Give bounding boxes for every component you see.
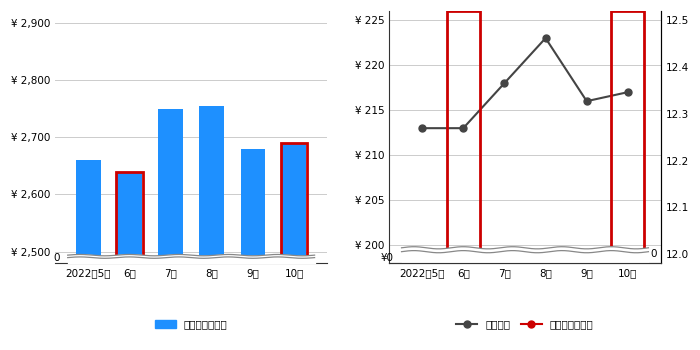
Legend: 平均単価, 買上点数平均値: 平均単価, 買上点数平均値: [452, 315, 598, 334]
Text: 0: 0: [650, 248, 657, 259]
Legend: 購入金額平均値: 購入金額平均値: [150, 315, 232, 334]
Bar: [76, 160, 101, 350]
Bar: [117, 172, 142, 350]
Bar: [158, 108, 183, 350]
Bar: [199, 106, 224, 350]
Bar: [281, 143, 307, 350]
Bar: [241, 149, 265, 350]
Text: 0: 0: [53, 253, 60, 262]
Text: ¥0: ¥0: [380, 253, 393, 263]
